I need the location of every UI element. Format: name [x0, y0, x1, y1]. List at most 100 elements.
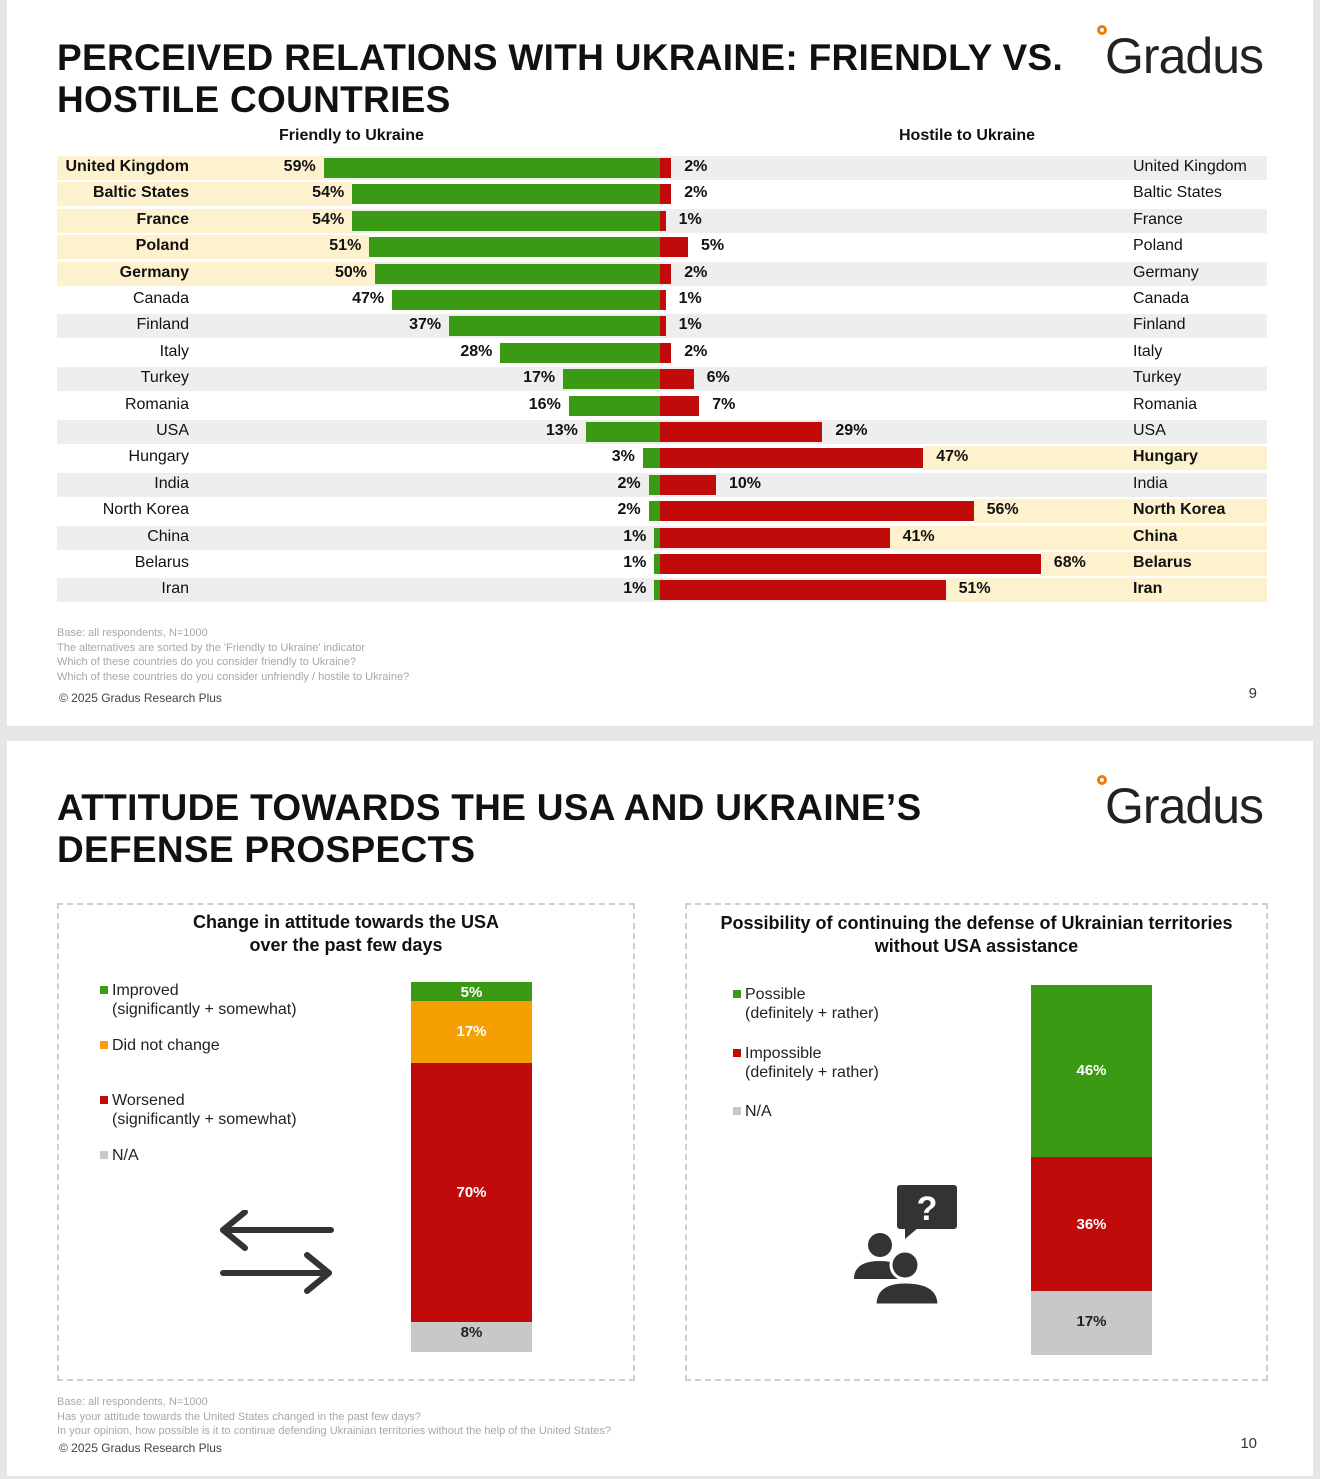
table-row: Belarus Belarus 1% 68%: [57, 552, 1267, 576]
table-row: USA USA 13% 29%: [57, 420, 1267, 444]
country-label-right: France: [1133, 210, 1183, 228]
legend-item: Worsened (significantly + somewhat): [100, 1091, 297, 1129]
stacked-segment: 17%: [1031, 1291, 1152, 1355]
hostile-bar: [660, 474, 716, 495]
friendly-bar: [375, 263, 660, 284]
country-label-right: North Korea: [1133, 501, 1226, 519]
country-label-left: Romania: [124, 395, 189, 413]
friendly-bar: [352, 184, 660, 205]
people-question-icon: ?: [854, 1185, 957, 1305]
country-label-left: Turkey: [140, 369, 189, 387]
friendly-bar: [654, 527, 660, 548]
row-highlight: [923, 446, 1267, 471]
row-highlight: [57, 156, 324, 180]
country-label-right: Finland: [1133, 316, 1186, 334]
legend-item: N/A: [733, 1102, 772, 1121]
hostile-value-label: 5%: [701, 237, 725, 255]
footnotes: Base: all respondents, N=1000 The altern…: [57, 626, 409, 684]
row-highlight: [57, 235, 370, 260]
legend-swatch: [733, 1049, 741, 1057]
title-line-2: HOSTILE COUNTRIES: [57, 79, 451, 120]
slide-title: PERCEIVED RELATIONS WITH UKRAINE: FRIEND…: [57, 37, 1063, 121]
country-label-right: Germany: [1133, 263, 1199, 281]
legend-sublabel: (definitely + rather): [745, 1064, 879, 1081]
country-label-right: Iran: [1133, 580, 1163, 598]
row-highlight: [945, 578, 1267, 603]
country-label-right: India: [1133, 474, 1168, 492]
hostile-bar: [660, 237, 688, 258]
country-label-right: Poland: [1133, 237, 1183, 255]
country-label-left: Finland: [136, 316, 189, 334]
legend-text: Worsened: [112, 1092, 185, 1109]
stacked-segment: 36%: [1031, 1156, 1152, 1292]
footnote-sort: The alternatives are sorted by the 'Frie…: [57, 641, 366, 654]
title-line-1: PERCEIVED RELATIONS WITH UKRAINE: FRIEND…: [57, 37, 1064, 78]
country-label-right: USA: [1133, 422, 1166, 439]
country-label-left: India: [154, 474, 189, 492]
hostile-bar: [660, 554, 1041, 574]
friendly-value-label: 1%: [623, 580, 647, 598]
svg-text:?: ?: [917, 1190, 938, 1228]
table-row: Finland Finland 37% 1%: [57, 314, 1267, 339]
legend-sublabel: (definitely + rather): [745, 1005, 879, 1022]
slide-usa-attitude: ATTITUDE TOWARDS THE USA AND UKRAINE’S D…: [7, 741, 1313, 1476]
legend-text: Improved: [112, 982, 179, 999]
legend-label: Possible: [733, 985, 879, 1004]
hostile-value-label: 2%: [684, 184, 708, 202]
stacked-segment: 46%: [1031, 985, 1152, 1157]
friendly-value-label: 13%: [545, 422, 578, 439]
attitude-chart-title: Change in attitude towards the USA over …: [59, 911, 633, 957]
legend-swatch: [100, 986, 108, 994]
country-label-left: Iran: [161, 580, 189, 598]
country-label-right: China: [1133, 527, 1178, 545]
hostile-value-label: 1%: [678, 210, 702, 228]
hostile-value-label: 2%: [684, 342, 708, 360]
stacked-segment: 5%: [411, 982, 532, 1001]
hostile-bar: [660, 527, 890, 548]
table-row: Germany Germany 50% 2%: [57, 261, 1267, 286]
friendly-value-label: 28%: [460, 342, 493, 360]
segment-value-label: 8%: [460, 1324, 483, 1342]
slide-friendly-hostile: PERCEIVED RELATIONS WITH UKRAINE: FRIEND…: [7, 0, 1313, 726]
country-label-right: Turkey: [1133, 369, 1182, 387]
legend-text: Did not change: [112, 1037, 220, 1054]
friendly-value-label: 59%: [283, 158, 316, 175]
friendly-value-label: 16%: [528, 395, 561, 413]
friendly-value-label: 37%: [409, 316, 442, 334]
legend-label: N/A: [733, 1102, 772, 1121]
friendly-bar: [648, 501, 660, 522]
slide-title: ATTITUDE TOWARDS THE USA AND UKRAINE’S D…: [57, 787, 921, 871]
table-row: France France 54% 1%: [57, 208, 1267, 233]
legend-swatch: [733, 990, 741, 998]
defense-chart-title: Possibility of continuing the defense of…: [687, 912, 1266, 958]
country-label-left: France: [136, 210, 189, 228]
logo-text: Gradus: [1105, 28, 1264, 84]
row-highlight: [57, 261, 375, 286]
table-row: Canada Canada 47% 1%: [57, 288, 1267, 312]
page-number: 9: [1248, 685, 1257, 702]
hostile-value-label: 1%: [678, 290, 702, 307]
segment-value-label: 70%: [456, 1184, 487, 1202]
table-row: Italy Italy 28% 2%: [57, 341, 1267, 365]
country-label-left: United Kingdom: [65, 158, 189, 175]
country-label-left: China: [147, 527, 189, 545]
legend-sublabel: (significantly + somewhat): [112, 1111, 297, 1128]
friendly-bar: [568, 395, 660, 416]
friendly-bar: [585, 422, 660, 442]
segment-value-label: 17%: [1076, 1313, 1107, 1331]
table-row: Poland Poland 51% 5%: [57, 235, 1267, 260]
hostile-bar: [660, 580, 946, 601]
friendly-bar: [654, 580, 660, 601]
hostile-value-label: 7%: [712, 395, 736, 413]
hostile-bar: [660, 448, 924, 469]
country-label-left: North Korea: [102, 501, 189, 519]
footnote-q2: Which of these countries do you consider…: [57, 670, 410, 683]
legend-text: N/A: [745, 1103, 772, 1120]
segment-value-label: 46%: [1076, 1062, 1107, 1080]
legend-item: Possible (definitely + rather): [733, 985, 879, 1023]
hostile-value-label: 10%: [729, 474, 762, 492]
footnote-q1: Which of these countries do you consider…: [57, 656, 356, 668]
friendly-value-label: 50%: [334, 263, 367, 281]
hostile-value-label: 51%: [958, 580, 991, 598]
hostile-bar: [660, 422, 823, 442]
